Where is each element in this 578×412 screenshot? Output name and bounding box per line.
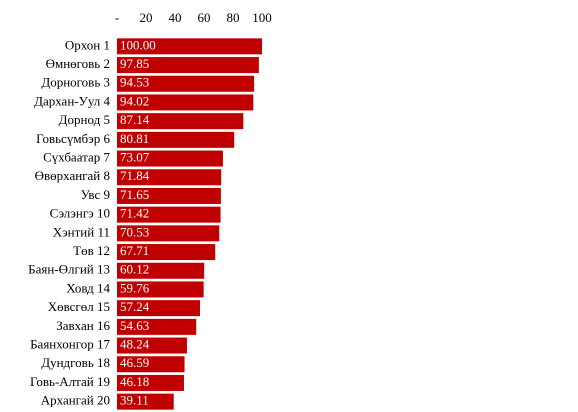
value-label: 48.24 [120,337,150,352]
y-tick-label: Дундговь 18 [41,355,110,370]
x-tick-label: 20 [140,10,153,25]
bar [117,113,244,130]
y-tick-label: Дархан-Уул 4 [34,93,110,108]
y-tick-label: Хөвсгөл 15 [48,299,110,314]
y-tick-label: Сэлэнгэ 10 [50,206,110,221]
bar [117,244,216,261]
y-tick-label: Ховд 14 [66,280,110,295]
value-label: 57.24 [120,299,150,314]
value-label: 46.18 [120,374,149,389]
bar [117,57,259,74]
value-label: 71.84 [120,168,150,183]
y-tick-label: Сүхбаатар 7 [43,150,110,165]
y-tick-label: Баянхонгор 17 [30,337,110,352]
bar [117,356,185,373]
value-label: 80.81 [120,131,149,146]
y-tick-label: Дорноговь 3 [41,75,110,90]
value-label: 39.11 [120,393,149,408]
y-tick-label: Төв 12 [73,243,110,258]
y-tick-label: Говьсүмбэр 6 [36,131,110,146]
value-label: 54.63 [120,318,149,333]
bar [117,318,197,335]
y-tick-label: Увс 9 [81,187,110,202]
y-tick-label: Өвөрхангай 8 [35,168,110,183]
value-label: 94.02 [120,93,149,108]
y-tick-label: Орхон 1 [65,37,110,52]
value-label: 87.14 [120,112,150,127]
value-label: 67.71 [120,243,149,258]
bar [117,38,262,55]
value-label: 97.85 [120,56,149,71]
bar [117,169,222,186]
value-label: 71.65 [120,187,149,202]
x-tick-label: 60 [198,10,211,25]
value-label: 60.12 [120,262,149,277]
x-tick-label: 100 [252,10,272,25]
bar [117,94,254,111]
value-label: 73.07 [120,150,150,165]
bar [117,150,223,167]
bar [117,393,174,410]
y-tick-label: Завхан 16 [56,318,110,333]
x-tick-label: 80 [227,10,240,25]
y-tick-label: Баян-Өлгий 13 [28,262,110,277]
value-label: 46.59 [120,355,149,370]
value-label: 94.53 [120,75,149,90]
bar [117,281,204,298]
value-label: 71.42 [120,206,149,221]
y-tick-label: Говь-Алтай 19 [30,374,110,389]
bar [117,337,187,354]
x-tick-label: 40 [169,10,182,25]
value-label: 100.00 [120,37,156,52]
x-tick-label: - [115,10,119,25]
bar [117,225,220,242]
y-tick-label: Хэнтий 11 [53,224,110,239]
bar [117,131,235,148]
bar [117,75,255,92]
bar [117,206,221,223]
bar [117,374,184,391]
value-label: 59.76 [120,280,150,295]
bar [117,300,200,317]
bar [117,187,221,204]
y-tick-label: Өмнөговь 2 [46,56,110,71]
bar [117,262,205,279]
value-label: 70.53 [120,224,149,239]
y-tick-label: Дорнод 5 [59,112,110,127]
y-tick-label: Архангай 20 [41,393,110,408]
